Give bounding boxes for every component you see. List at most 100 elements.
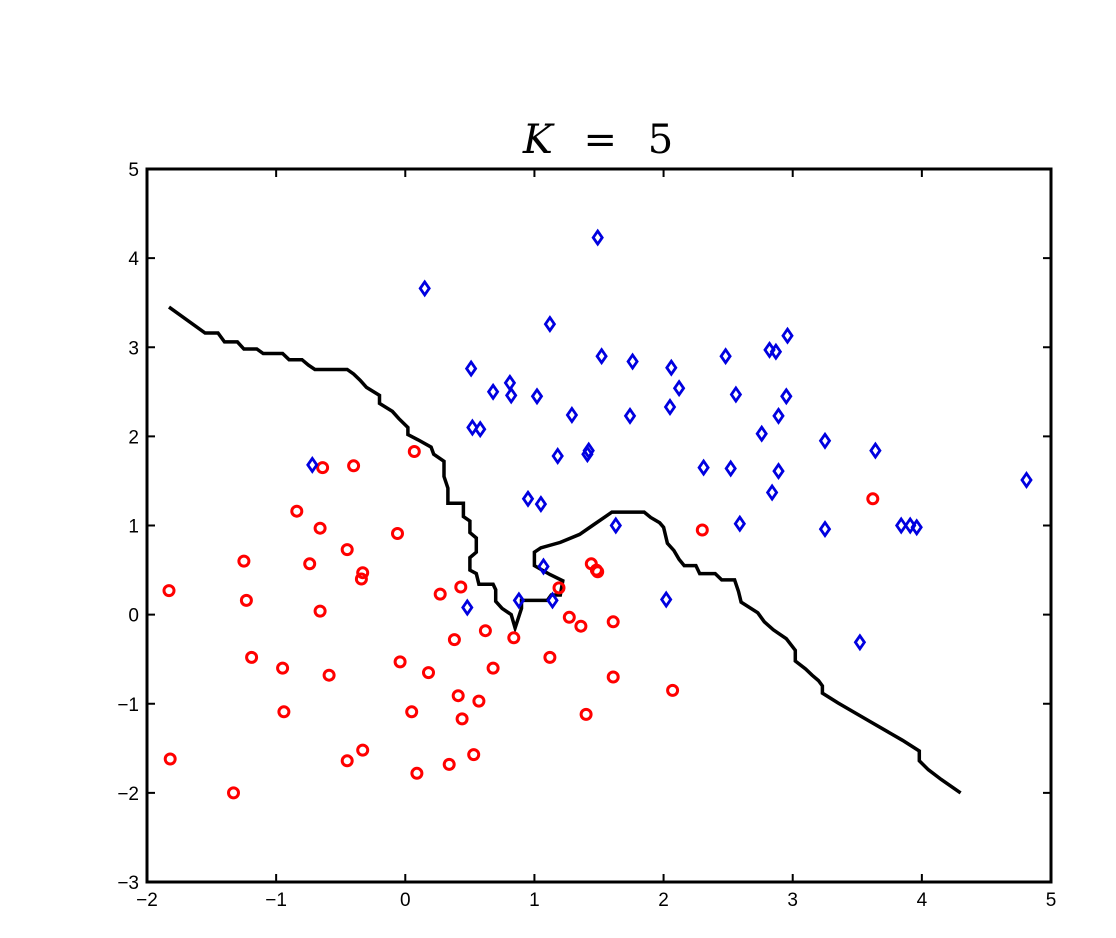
scatter-point-diamond (781, 326, 794, 345)
y-tick-label: 1 (128, 517, 139, 538)
scatter-point-diamond (473, 420, 487, 439)
scatter-point-diamond (537, 557, 550, 576)
scatter-point-circle (356, 566, 370, 580)
title-value: 5 (648, 117, 673, 163)
scatter-point-circle (276, 661, 290, 675)
scatter-point-diamond (504, 386, 518, 405)
scatter-point-diamond (663, 398, 677, 416)
scatter-point-diamond (565, 406, 579, 424)
scatter-point-circle (486, 661, 500, 675)
scatter-point-circle (340, 754, 354, 768)
x-tick-label: 1 (529, 890, 540, 911)
y-tick-label: −1 (117, 695, 139, 716)
scatter-point-circle (277, 705, 291, 719)
scatter-point-circle (507, 631, 521, 645)
scatter-point-diamond (733, 514, 747, 533)
scatter-point-circle (347, 459, 361, 473)
scatter-point-circle (579, 707, 593, 721)
x-tick-label: 4 (917, 890, 928, 911)
scatter-point-circle (313, 604, 327, 618)
y-tick-label: 0 (128, 606, 139, 627)
scatter-point-circle (606, 670, 620, 684)
scatter-point-diamond (461, 598, 474, 617)
scatter-point-circle (433, 587, 447, 601)
scatter-point-diamond (503, 373, 517, 392)
x-tick-label: 3 (787, 890, 798, 911)
scatter-point-diamond (543, 315, 557, 334)
scatter-point-circle (455, 712, 469, 726)
scatter-point-circle (562, 610, 576, 624)
scatter-point-diamond (719, 347, 732, 366)
scatter-point-diamond (1020, 471, 1033, 489)
scatter-point-circle (591, 565, 605, 579)
scatter-point-circle (237, 554, 251, 568)
scatter-point-circle (666, 683, 680, 697)
scatter-point-circle (239, 593, 253, 607)
scatter-point-diamond (729, 385, 743, 404)
scatter-point-diamond (418, 279, 431, 298)
scatter-point-diamond (665, 358, 678, 377)
title-equals: = (583, 117, 617, 163)
x-tick-label: 5 (1046, 890, 1057, 911)
chart-title: K = 5 (522, 117, 673, 163)
scatter-point-diamond (626, 352, 639, 371)
scatter-point-circle (695, 523, 709, 537)
scatter-point-diamond (894, 516, 908, 535)
scatter-point-circle (245, 650, 259, 664)
scatter-point-circle (405, 705, 419, 719)
y-tick-label: 3 (128, 338, 139, 359)
scatter-point-diamond (724, 459, 737, 478)
x-tick-label: −1 (265, 890, 287, 911)
scatter-point-circle (354, 572, 368, 586)
scatter-point-circle (410, 766, 424, 780)
scatter-point-diamond (755, 424, 768, 443)
scatter-point-diamond (464, 359, 478, 378)
scatter-point-circle (467, 748, 481, 762)
y-tick-label: −2 (117, 784, 139, 805)
scatter-point-circle (340, 543, 354, 557)
scatter-point-circle (303, 557, 317, 571)
scatter-point-circle (290, 504, 304, 518)
scatter-point-diamond (659, 590, 673, 609)
y-tick-label: 4 (128, 249, 139, 270)
scatter-point-diamond (551, 447, 564, 465)
scatter-point-diamond (591, 228, 604, 247)
scatter-point-diamond (869, 441, 882, 460)
scatter-point-diamond (486, 382, 500, 401)
scatter-point-circle (407, 445, 421, 458)
scatter-point-diamond (780, 387, 793, 406)
scatter-point-diamond (595, 347, 608, 366)
scatter-point-diamond (546, 591, 559, 610)
x-tick-label: −2 (136, 890, 158, 911)
scatter-point-diamond (853, 633, 867, 652)
scatter-point-diamond (765, 483, 779, 502)
scatter-point-diamond (521, 489, 535, 508)
scatter-point-diamond (534, 495, 548, 514)
scatter-point-diamond (623, 406, 637, 425)
scatter-point-diamond (818, 431, 832, 450)
scatter-point-circle (356, 743, 370, 757)
scatter-point-circle (552, 581, 566, 595)
scatter-point-circle (478, 624, 492, 638)
scatter-point-circle (451, 689, 465, 703)
scatter-point-diamond (772, 462, 785, 481)
scatter-point-circle (393, 655, 407, 669)
scatter-point-diamond (772, 406, 785, 425)
y-tick-label: 2 (128, 427, 139, 448)
scatter-point-circle (163, 752, 177, 766)
scatter-point-diamond (582, 441, 595, 460)
scatter-point-circle (162, 584, 176, 598)
scatter-point-circle (322, 668, 336, 682)
scatter-point-diamond (818, 520, 832, 539)
scatter-point-circle (313, 521, 327, 535)
y-tick-label: 5 (128, 160, 139, 181)
scatter-point-diamond (512, 591, 526, 610)
scatter-point-diamond (306, 455, 319, 474)
scatter-point-diamond (903, 516, 917, 535)
scatter-point-circle (422, 666, 435, 680)
y-tick-label: −3 (117, 873, 139, 894)
scatter-point-circle (866, 492, 880, 506)
